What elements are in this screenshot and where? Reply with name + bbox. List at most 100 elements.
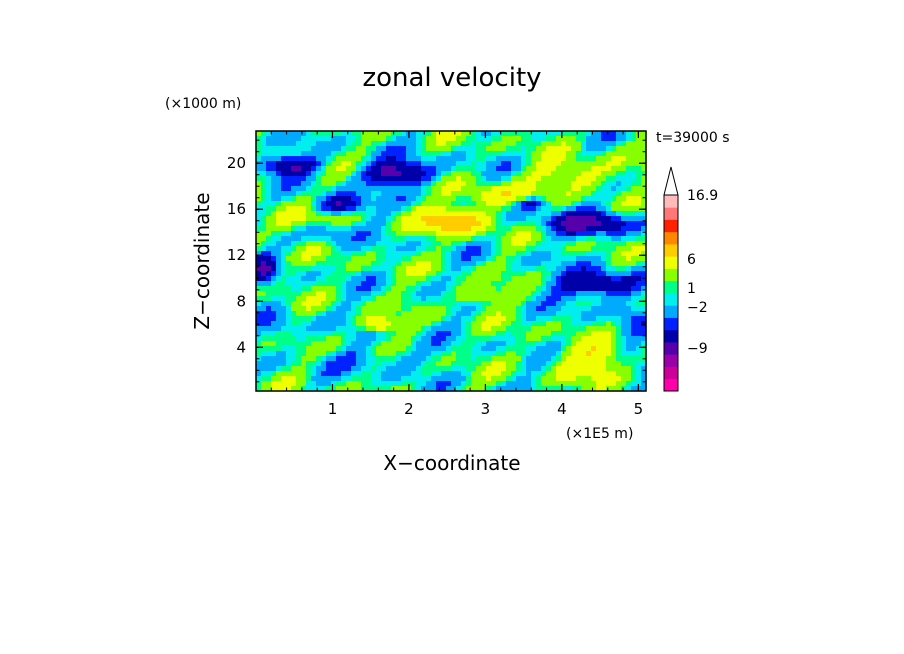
field-cell xyxy=(321,316,327,322)
field-cell xyxy=(471,236,477,242)
field-cell xyxy=(551,321,557,327)
field-cell xyxy=(411,266,417,272)
field-cell xyxy=(471,341,477,347)
field-cell xyxy=(561,176,567,182)
field-cell xyxy=(371,271,377,277)
field-cell xyxy=(316,231,322,237)
colorbar-swatch xyxy=(664,329,678,343)
field-cell xyxy=(331,171,337,177)
field-cell xyxy=(466,281,472,287)
field-cell xyxy=(351,166,357,172)
field-cell xyxy=(546,386,552,392)
field-cell xyxy=(451,156,457,162)
field-cell xyxy=(451,141,457,147)
field-cell xyxy=(466,256,472,262)
field-cell xyxy=(391,286,397,292)
field-cell xyxy=(276,346,282,352)
field-cell xyxy=(356,221,362,227)
field-cell xyxy=(266,246,272,252)
field-cell xyxy=(411,186,417,192)
field-cell xyxy=(371,286,377,292)
field-cell xyxy=(511,266,517,272)
field-cell xyxy=(506,181,512,187)
field-cell xyxy=(321,171,327,177)
field-cell xyxy=(291,146,297,152)
field-cell xyxy=(276,146,282,152)
field-cell xyxy=(316,371,322,377)
field-cell xyxy=(411,261,417,267)
field-cell xyxy=(616,131,622,137)
field-cell xyxy=(461,336,467,342)
field-cell xyxy=(456,311,462,317)
field-cell xyxy=(596,181,602,187)
field-cell xyxy=(361,381,367,387)
field-cell xyxy=(491,276,497,282)
field-cell xyxy=(471,336,477,342)
field-cell xyxy=(486,336,492,342)
field-cell xyxy=(311,251,317,257)
field-cell xyxy=(561,386,567,392)
field-cell xyxy=(261,271,267,277)
field-cell xyxy=(586,251,592,257)
field-cell xyxy=(276,351,282,357)
field-cell xyxy=(386,266,392,272)
field-cell xyxy=(406,341,412,347)
field-cell xyxy=(536,336,542,342)
field-cell xyxy=(286,351,292,357)
field-cell xyxy=(296,331,302,337)
field-cell xyxy=(501,321,507,327)
field-cell xyxy=(486,301,492,307)
field-cell xyxy=(416,316,422,322)
field-cell xyxy=(611,306,617,312)
field-cell xyxy=(541,331,547,337)
field-cell xyxy=(536,286,542,292)
field-cell xyxy=(451,321,457,327)
field-cell xyxy=(501,291,507,297)
field-cell xyxy=(536,351,542,357)
field-cell xyxy=(336,241,342,247)
field-cell xyxy=(276,181,282,187)
field-cell xyxy=(341,346,347,352)
field-cell xyxy=(331,286,337,292)
field-cell xyxy=(286,241,292,247)
field-cell xyxy=(476,356,482,362)
field-cell xyxy=(636,191,642,197)
field-cell xyxy=(636,346,642,352)
field-cell xyxy=(291,191,297,197)
field-cell xyxy=(411,211,417,217)
field-cell xyxy=(301,161,307,167)
field-cell xyxy=(561,241,567,247)
field-cell xyxy=(381,241,387,247)
field-cell xyxy=(426,161,432,167)
field-cell xyxy=(411,361,417,367)
field-cell xyxy=(421,371,427,377)
field-cell xyxy=(311,226,317,232)
field-cell xyxy=(516,246,522,252)
field-cell xyxy=(541,311,547,317)
field-cell xyxy=(446,276,452,282)
field-cell xyxy=(321,241,327,247)
field-cell xyxy=(521,236,527,242)
field-cell xyxy=(641,211,647,217)
field-cell xyxy=(346,131,352,137)
field-cell xyxy=(271,316,277,322)
field-cell xyxy=(376,136,382,142)
field-cell xyxy=(571,326,577,332)
field-cell xyxy=(431,131,437,137)
field-cell xyxy=(471,386,477,392)
field-cell xyxy=(266,361,272,367)
field-cell xyxy=(491,131,497,137)
field-cell xyxy=(456,201,462,207)
field-cell xyxy=(441,341,447,347)
field-cell xyxy=(526,261,532,267)
field-cell xyxy=(536,206,542,212)
field-cell xyxy=(576,356,582,362)
field-cell xyxy=(431,331,437,337)
field-cell xyxy=(441,146,447,152)
field-cell xyxy=(621,171,627,177)
field-cell xyxy=(606,131,612,137)
field-cell xyxy=(511,321,517,327)
field-cell xyxy=(306,251,312,257)
field-cell xyxy=(426,306,432,312)
